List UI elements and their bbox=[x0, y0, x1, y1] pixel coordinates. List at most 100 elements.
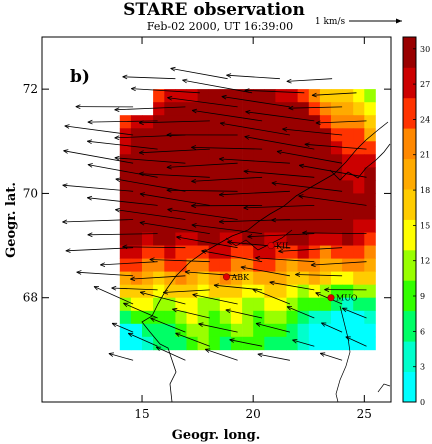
heatmap-cell bbox=[197, 271, 210, 285]
heatmap-cell bbox=[286, 180, 298, 194]
velocity-arrowhead bbox=[204, 348, 211, 353]
heatmap-cell bbox=[308, 128, 321, 142]
heatmap-cell bbox=[319, 232, 332, 246]
heatmap-cell bbox=[164, 232, 176, 246]
heatmap-cell bbox=[319, 128, 332, 142]
heatmap-cell bbox=[164, 310, 176, 325]
heatmap-cell bbox=[142, 193, 154, 207]
velocity-vector bbox=[226, 74, 280, 80]
heatmap-cell bbox=[364, 167, 376, 181]
heatmap-cell bbox=[197, 310, 210, 325]
heatmap-cell bbox=[342, 245, 354, 259]
heatmap-cell bbox=[297, 141, 310, 155]
heatmap-cell bbox=[275, 115, 287, 129]
velocity-arrowhead bbox=[138, 120, 144, 126]
velocity-vector bbox=[245, 111, 315, 122]
velocity-arrowhead bbox=[288, 105, 294, 111]
velocity-vector bbox=[278, 247, 343, 252]
heatmap-cell bbox=[175, 167, 187, 181]
heatmap-cell bbox=[242, 232, 254, 246]
plot-frame bbox=[41, 36, 392, 403]
heatmap-cell bbox=[242, 284, 254, 299]
heatmap-cell bbox=[164, 141, 176, 155]
velocity-vector bbox=[243, 205, 315, 209]
heatmap-cell bbox=[353, 323, 365, 338]
heatmap-cell bbox=[275, 219, 287, 233]
heatmap-cell bbox=[319, 193, 332, 207]
heatmap-cell bbox=[219, 232, 232, 246]
colorbar-tick-label: 3 bbox=[420, 363, 425, 372]
heatmap-cell bbox=[275, 180, 287, 194]
heatmap-cell bbox=[297, 115, 310, 129]
heatmap-cell bbox=[342, 128, 354, 142]
heatmap-cell bbox=[186, 89, 198, 103]
heatmap-cell bbox=[142, 206, 154, 220]
velocity-arrowhead bbox=[62, 219, 68, 225]
heatmap-cell bbox=[286, 336, 298, 351]
heatmap-cell bbox=[130, 193, 143, 207]
heatmap-cell bbox=[286, 154, 298, 168]
velocity-vector bbox=[114, 134, 186, 139]
heatmap-cell bbox=[230, 245, 243, 259]
heatmap-cell bbox=[364, 323, 376, 338]
velocity-arrowhead bbox=[219, 156, 225, 162]
heatmap-cell bbox=[297, 128, 310, 142]
y-axis-label: Geogr. lat. bbox=[4, 182, 19, 258]
heatmap-cell bbox=[253, 258, 265, 272]
heatmap-cell bbox=[175, 102, 187, 116]
heatmap-cell bbox=[342, 284, 354, 299]
heatmap-cell bbox=[331, 258, 343, 272]
heatmap-cell bbox=[297, 193, 310, 207]
heatmap-cell bbox=[253, 271, 265, 285]
heatmap-cell bbox=[353, 271, 365, 285]
heatmap-cell bbox=[331, 167, 343, 181]
heatmap-cell bbox=[230, 310, 243, 325]
velocity-vector bbox=[244, 136, 315, 150]
heatmap-cell bbox=[197, 297, 210, 312]
colorbar-segment bbox=[403, 249, 416, 281]
heatmap-cell bbox=[353, 284, 365, 299]
colorbar-segment bbox=[403, 37, 416, 68]
colorbar-tick-label: 24 bbox=[420, 115, 430, 124]
heatmap-cell bbox=[142, 245, 154, 259]
heatmap-cell bbox=[342, 89, 354, 103]
colorbar-tick-label: 18 bbox=[420, 186, 430, 195]
velocity-arrowhead bbox=[122, 244, 128, 250]
velocity-vector bbox=[276, 151, 343, 164]
heatmap-cell bbox=[264, 310, 276, 325]
velocity-vector bbox=[62, 184, 134, 192]
heatmap-cell bbox=[219, 323, 232, 338]
velocity-vector bbox=[87, 120, 158, 123]
velocity-vector bbox=[342, 307, 367, 319]
heatmap-cell bbox=[142, 232, 154, 246]
colorbar-segment bbox=[403, 97, 416, 129]
velocity-vector bbox=[221, 96, 290, 108]
heatmap-cell bbox=[130, 154, 143, 168]
heatmap-cell bbox=[308, 271, 321, 285]
heatmap-cell bbox=[164, 258, 176, 272]
heatmap-cell bbox=[364, 102, 376, 116]
heatmap-cell bbox=[275, 154, 287, 168]
velocity-vector bbox=[87, 140, 158, 150]
heatmap-cell bbox=[264, 284, 276, 299]
heatmap-cell bbox=[230, 258, 243, 272]
heatmap-cell bbox=[219, 336, 232, 351]
heatmap-cell bbox=[175, 336, 187, 351]
heatmap-cell bbox=[319, 271, 332, 285]
colorbar-tick-label: 0 bbox=[420, 398, 425, 407]
heatmap-cell bbox=[119, 323, 132, 338]
heatmap-cell bbox=[264, 271, 276, 285]
velocity-arrowhead bbox=[310, 262, 316, 268]
velocity-arrowhead bbox=[229, 338, 235, 343]
velocity-arrowhead bbox=[286, 306, 292, 311]
heatmap-cell bbox=[319, 297, 332, 312]
heatmap-cell bbox=[164, 193, 176, 207]
heatmap-cell bbox=[130, 167, 143, 181]
heatmap-cell bbox=[342, 219, 354, 233]
heatmap-cell bbox=[119, 193, 132, 207]
heatmap-cell bbox=[286, 258, 298, 272]
heatmap-cell bbox=[119, 167, 132, 181]
velocity-vector bbox=[320, 352, 343, 361]
heatmap-cell bbox=[119, 180, 132, 194]
velocity-vector bbox=[139, 173, 210, 178]
